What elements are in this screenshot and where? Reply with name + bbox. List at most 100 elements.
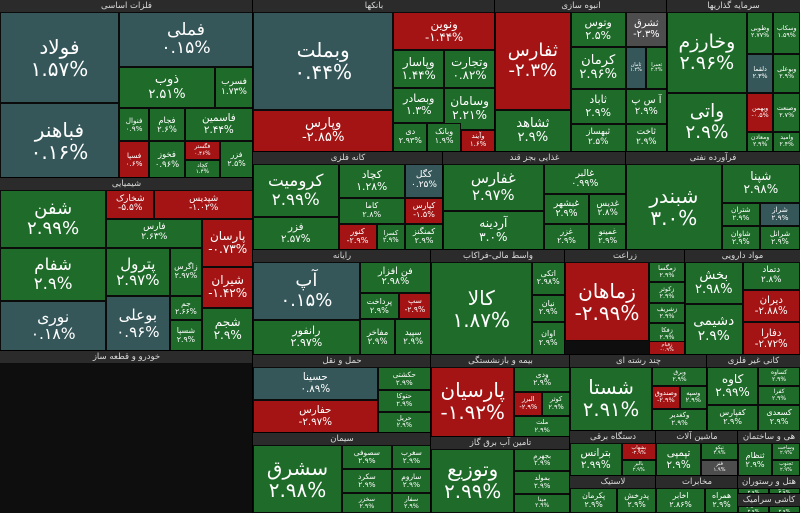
- stock-tile[interactable]: پدرخش ۲.۹%: [617, 488, 656, 513]
- stock-tile[interactable]: ثاخت ۲.۹%: [625, 124, 667, 152]
- stock-tile[interactable]: سپ -۲.۹%: [398, 292, 431, 319]
- stock-tile[interactable]: وبرق ۲.۹%: [652, 367, 707, 387]
- stock-tile[interactable]: کسرا ۲.۹%: [376, 224, 405, 250]
- stock-tile[interactable]: شفن ۲.۹۹%: [0, 190, 107, 248]
- stock-tile[interactable]: فگستر ۰.۴۶%: [184, 141, 221, 160]
- stock-tile[interactable]: شراز ۲.۹%: [759, 202, 800, 226]
- stock-tile[interactable]: کتابا ۲.۹%: [769, 506, 800, 513]
- stock-tile[interactable]: کفرا ۲.۹%: [758, 386, 800, 406]
- stock-tile[interactable]: کچاد ۱.۲۸%: [338, 164, 405, 199]
- sector-title[interactable]: بانکها: [253, 0, 495, 12]
- stock-tile[interactable]: فباهنر ۰.۱۶%: [0, 103, 119, 178]
- stock-tile[interactable]: فسرب ۱.۷۳%: [215, 66, 253, 109]
- stock-tile[interactable]: کفپارس ۲.۹%: [707, 405, 759, 431]
- stock-tile[interactable]: شستا ۲.۹۱%: [570, 367, 653, 431]
- stock-tile[interactable]: کگل ۰.۲۵%: [405, 164, 443, 199]
- sector-title[interactable]: لاستیک: [570, 476, 656, 488]
- stock-tile[interactable]: تپمپی ۲.۹%: [656, 443, 702, 476]
- stock-tile[interactable]: وصنعت ۲.۷%: [773, 93, 800, 133]
- stock-tile[interactable]: وسپه ۲.۹%: [679, 386, 707, 409]
- stock-tile[interactable]: کاوه ۲.۹۹%: [707, 367, 759, 406]
- stock-tile[interactable]: شپنا ۲.۹۸%: [721, 164, 800, 203]
- stock-tile[interactable]: وآیند ۱.۶%: [461, 129, 495, 152]
- stock-tile[interactable]: فارس ۲.۶۳%: [106, 218, 203, 248]
- stock-tile[interactable]: فزر ۲.۵۷%: [253, 217, 339, 250]
- sector-title[interactable]: هی و ساختمان: [738, 431, 800, 443]
- stock-tile[interactable]: فن افزار ۲.۹۸%: [359, 262, 431, 293]
- stock-tile[interactable]: سفار ۲.۹%: [391, 492, 431, 513]
- stock-tile[interactable]: آ س پ ۲.۹%: [625, 89, 667, 124]
- stock-tile[interactable]: شرانل ۲.۹%: [759, 225, 800, 250]
- stock-tile[interactable]: سشرق ۲.۹۸%: [253, 445, 342, 513]
- stock-tile[interactable]: شاوان ۲.۹%: [721, 225, 760, 250]
- stock-tile[interactable]: حریل ۲.۹%: [377, 411, 431, 433]
- stock-tile[interactable]: سصوفی ۲.۹%: [342, 445, 392, 469]
- sector-title[interactable]: رایانه: [253, 250, 431, 262]
- stock-tile[interactable]: ساروم ۲.۹%: [391, 468, 431, 493]
- sector-title[interactable]: خودرو و قطعه ساز: [0, 351, 253, 363]
- stock-tile[interactable]: کنور -۲.۹%: [338, 224, 377, 250]
- stock-tile[interactable]: زماهان -۲.۹۹%: [565, 262, 649, 342]
- stock-tile[interactable]: فخوز ۰.۹۶%: [149, 141, 185, 178]
- stock-tile[interactable]: غبشهر ۲.۹%: [543, 194, 590, 225]
- stock-tile[interactable]: شپدیس -۱.۰۲%: [154, 190, 253, 219]
- sector-title[interactable]: هتل و رستوران: [738, 476, 800, 488]
- stock-tile[interactable]: فاسمین ۲.۴۴%: [184, 108, 253, 142]
- stock-tile[interactable]: وامید ۲.۴%: [773, 132, 800, 152]
- stock-tile[interactable]: وتوس ۲.۵%: [570, 12, 626, 47]
- stock-tile[interactable]: فجام ۲.۶%: [149, 108, 185, 142]
- stock-tile[interactable]: نیان ۲.۹%: [531, 294, 565, 323]
- sector-title[interactable]: تامین آب برق گاز: [431, 437, 570, 449]
- sector-title[interactable]: فلزات اساسی: [0, 0, 253, 12]
- stock-tile[interactable]: ثجنوب ۲.۹%: [772, 459, 800, 476]
- stock-tile[interactable]: دیران -۲.۸۸%: [742, 289, 800, 323]
- stock-tile[interactable]: زمگسا ۲.۹%: [649, 262, 685, 283]
- stock-tile[interactable]: ثعمرا ۲.۴%: [646, 47, 667, 89]
- stock-tile[interactable]: شجم ۲.۹%: [202, 307, 253, 351]
- stock-tile[interactable]: ثشاهد ۲.۹%: [495, 110, 571, 152]
- stock-tile[interactable]: پارسیان -۱.۹۲%: [431, 367, 515, 437]
- stock-tile[interactable]: ثنظام ۲.۹%: [738, 443, 773, 476]
- stock-tile[interactable]: پترول ۲.۹۷%: [106, 247, 170, 297]
- stock-tile[interactable]: ومعادن ۲.۹%: [746, 132, 774, 152]
- stock-tile[interactable]: زاگرس ۲.۹۷%: [169, 247, 203, 297]
- stock-tile[interactable]: دتماد ۲.۸%: [742, 262, 800, 290]
- sector-title[interactable]: ماشین آلات: [656, 431, 738, 443]
- stock-tile[interactable]: زشریف ۲.۹%: [649, 302, 685, 324]
- stock-tile[interactable]: ملت ۲.۹%: [514, 416, 570, 437]
- stock-tile[interactable]: پارسان -۰.۷۳%: [202, 218, 253, 268]
- stock-tile[interactable]: اخابر ۲.۸۶%: [656, 488, 706, 513]
- stock-tile[interactable]: وتجارت ۰.۸۲%: [444, 49, 495, 88]
- stock-tile[interactable]: ثشرق -۲.۳%: [625, 12, 667, 47]
- stock-tile[interactable]: وتوزیع ۲.۹۹%: [431, 449, 515, 513]
- sector-title[interactable]: بیمه و بازنشستگی: [431, 355, 570, 367]
- sector-title[interactable]: کانی غیر فلزی: [707, 355, 800, 367]
- stock-tile[interactable]: مپنا ۲.۹%: [514, 493, 570, 513]
- stock-tile[interactable]: جم ۲.۶۶%: [169, 296, 203, 321]
- stock-tile[interactable]: سپید ۲.۹%: [395, 318, 431, 355]
- stock-tile[interactable]: وبهمن -۰.۵%: [746, 93, 774, 133]
- stock-tile[interactable]: دشیمی ۲.۹%: [685, 303, 743, 355]
- stock-tile[interactable]: کپارس -۱.۵%: [405, 198, 443, 225]
- stock-tile[interactable]: وخارزم ۲.۹۶%: [667, 12, 747, 94]
- stock-tile[interactable]: کسعدی ۲.۹%: [758, 405, 800, 431]
- stock-tile[interactable]: غفارس ۲.۹۷%: [443, 164, 544, 212]
- stock-tile[interactable]: کمنگنز ۲.۹%: [405, 224, 443, 250]
- stock-tile[interactable]: دی ۲.۹۳%: [393, 122, 428, 152]
- sector-title[interactable]: مخابرات: [656, 476, 738, 488]
- stock-tile[interactable]: وصندوق -۲.۹%: [652, 386, 680, 409]
- sector-title[interactable]: مواد دارویی: [685, 250, 800, 262]
- stock-tile[interactable]: بترانس ۲.۹۹%: [570, 443, 622, 476]
- stock-tile[interactable]: واتی ۲.۹%: [667, 93, 747, 152]
- stock-tile[interactable]: کالا ۱.۸۷%: [431, 262, 532, 355]
- stock-tile[interactable]: همراه ۲.۹%: [705, 488, 738, 513]
- stock-tile[interactable]: وساخت ۲.۹%: [772, 443, 800, 460]
- stock-tile[interactable]: ذوب ۲.۵۱%: [118, 66, 216, 109]
- stock-tile[interactable]: رانفور ۲.۹۷%: [253, 319, 360, 355]
- stock-tile[interactable]: کسرام ۲.۹%: [738, 506, 769, 513]
- sector-title[interactable]: کانه فلزی: [253, 152, 443, 164]
- stock-tile[interactable]: دلقما ۲.۳%: [746, 54, 774, 94]
- stock-tile[interactable]: وپاسار ۱.۴۴%: [393, 49, 445, 88]
- stock-tile[interactable]: غالبر ۰.۹۹%: [543, 164, 626, 195]
- stock-tile[interactable]: کرمان ۲.۹۶%: [570, 47, 626, 89]
